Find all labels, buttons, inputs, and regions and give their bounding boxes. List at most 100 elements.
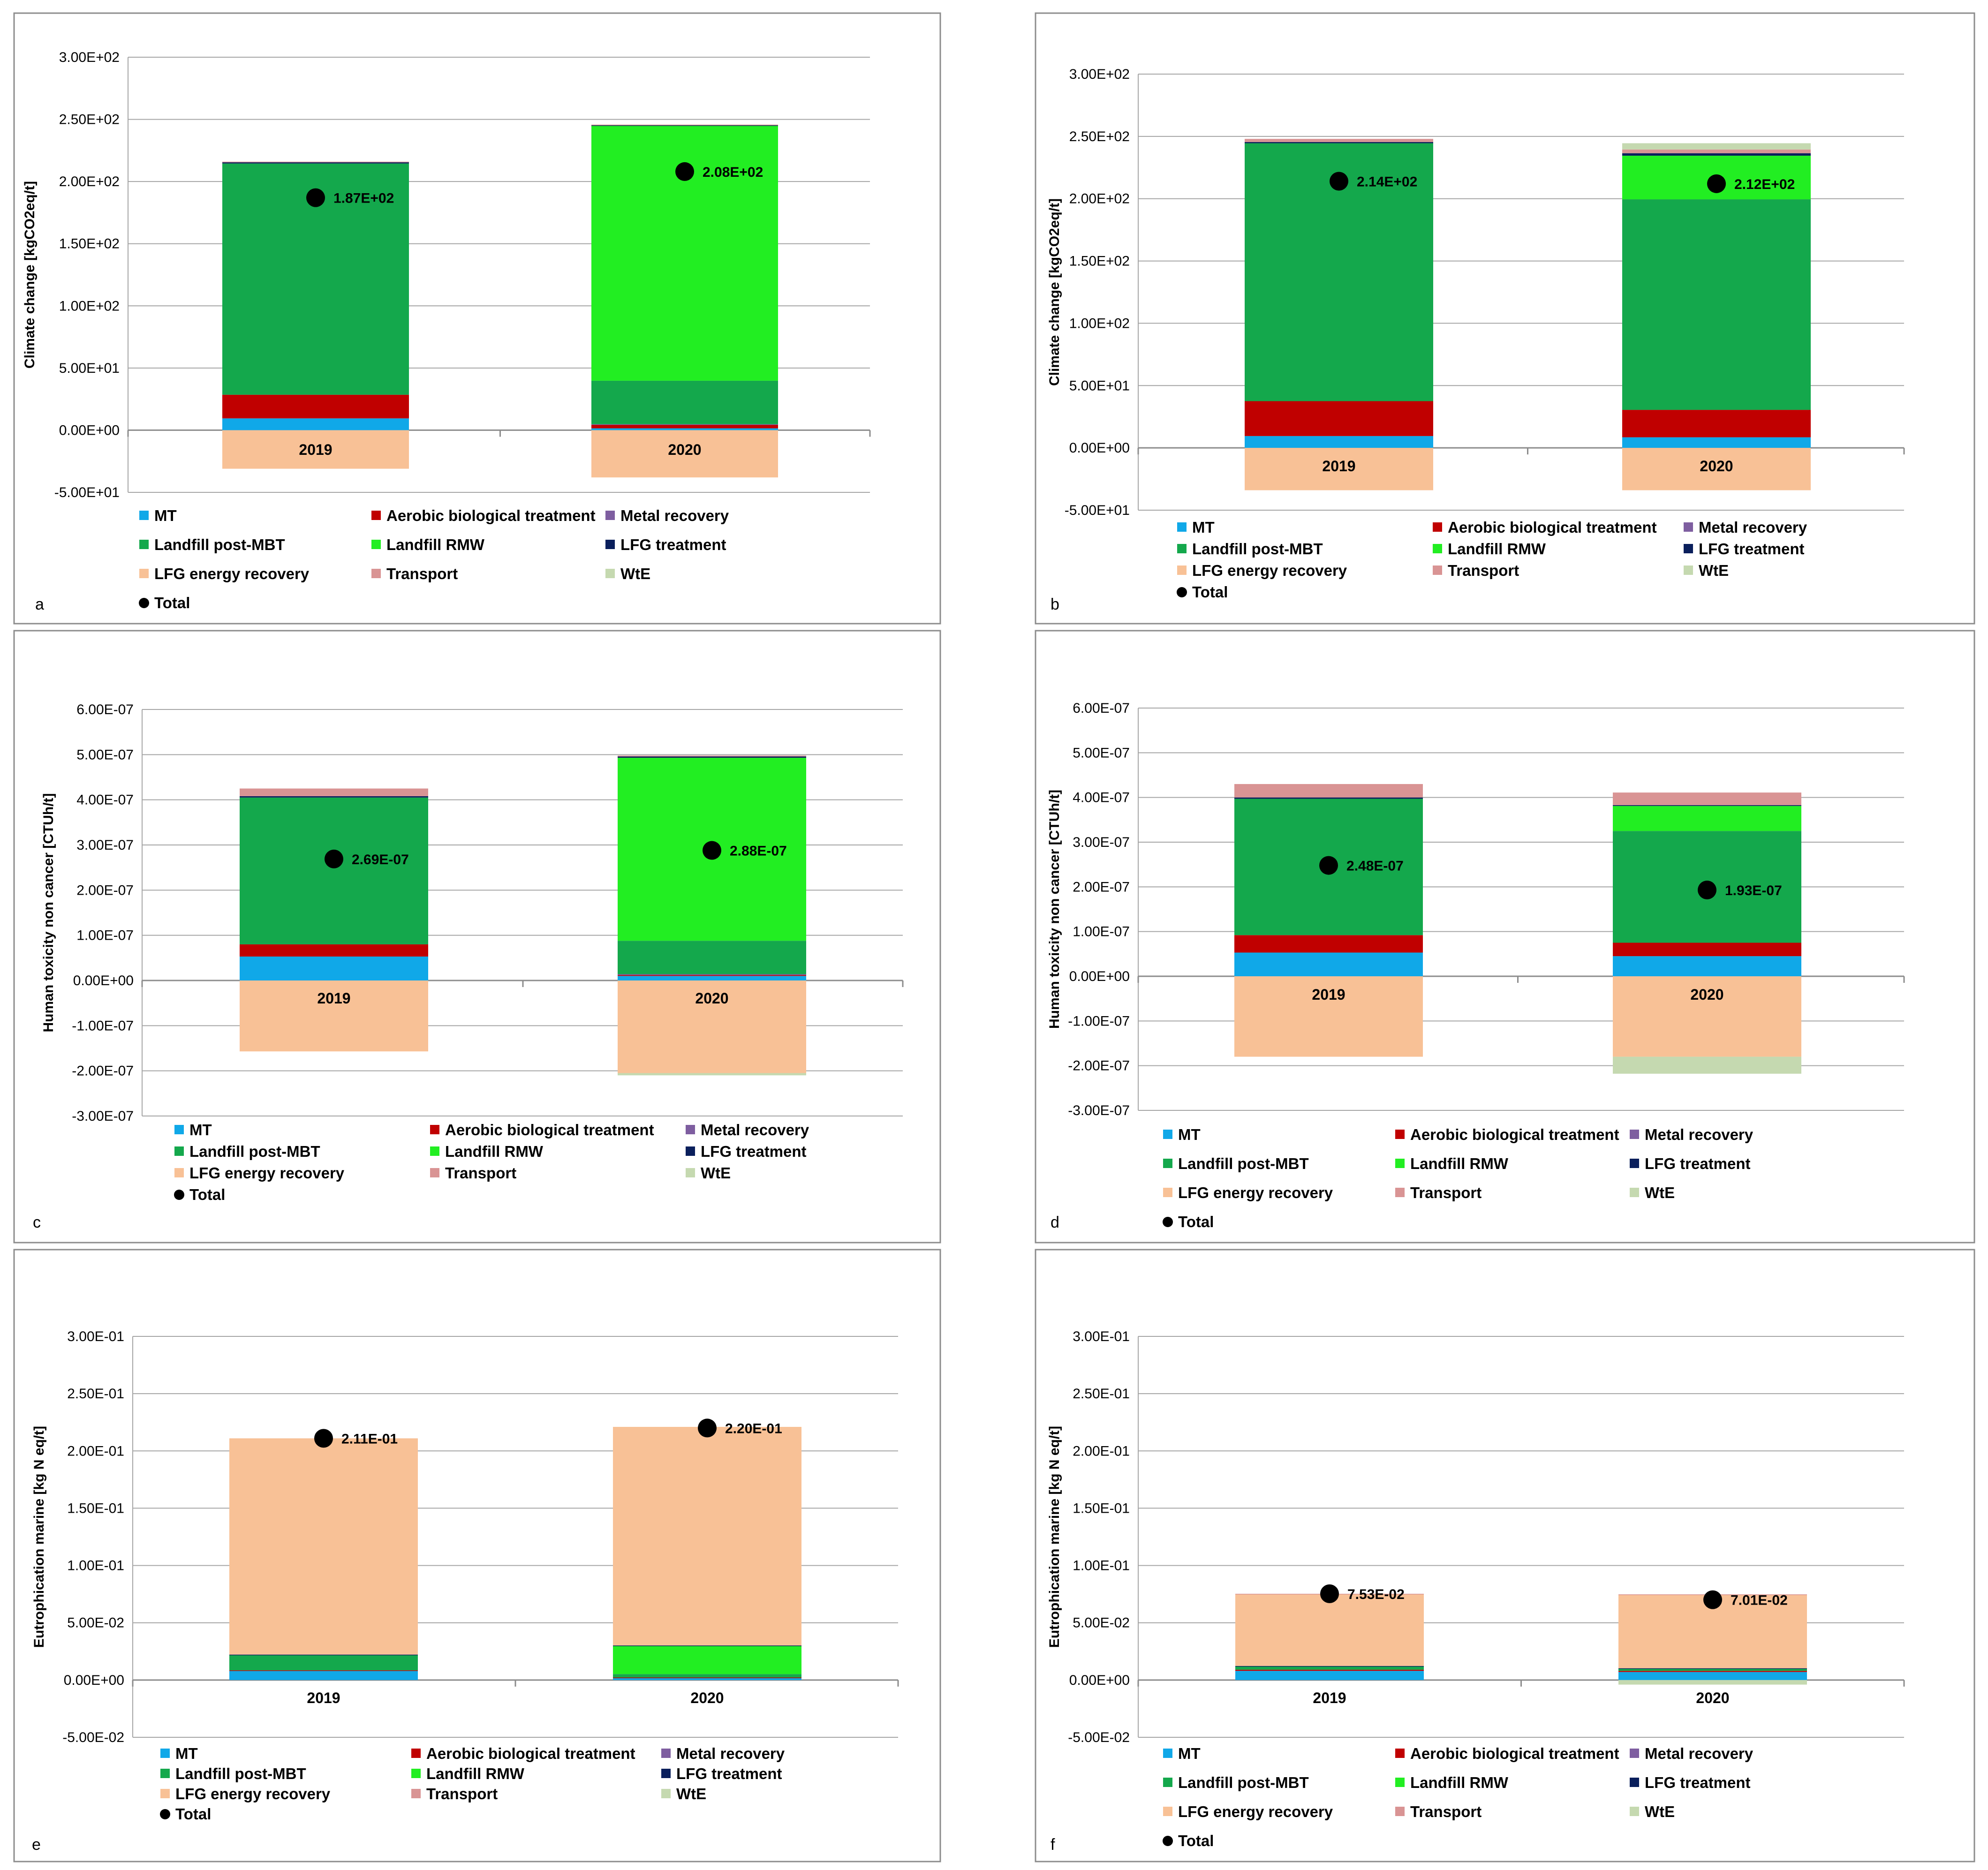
- total-data-label: 2.69E-07: [352, 852, 409, 867]
- panel-letter: f: [1051, 1836, 1055, 1854]
- panel-letter: c: [33, 1214, 41, 1231]
- total-data-label: 1.93E-07: [1725, 883, 1782, 898]
- legend-item: MT: [1163, 1745, 1201, 1762]
- bar-segment-lfg-2019: [229, 1654, 418, 1656]
- legend-swatch-lfpost: [1177, 544, 1187, 553]
- legend-label: MT: [175, 1745, 198, 1762]
- legend-swatch-lfrmw: [371, 540, 381, 549]
- legend-item: Landfill post-MBT: [1163, 1774, 1309, 1791]
- y-tick-label: 1.00E+02: [1069, 316, 1130, 331]
- legend-item: Total: [174, 1186, 225, 1203]
- bar-segment-lfpost-2019: [229, 1655, 418, 1671]
- legend-swatch-lfg: [1684, 544, 1693, 553]
- bar-segment-mt-2019: [229, 1671, 418, 1680]
- bar-segment-lfg-2020: [1622, 153, 1811, 156]
- bar-segment-lfpost-2019: [1235, 1666, 1424, 1670]
- legend-item: WtE: [661, 1785, 706, 1802]
- panel-letter: a: [35, 596, 44, 613]
- y-tick-label: 1.00E-01: [67, 1558, 124, 1574]
- y-tick-label: 0.00E+00: [59, 422, 120, 438]
- bar-segment-wte-2020: [1613, 1056, 1801, 1074]
- legend-swatch-lfg: [686, 1146, 695, 1156]
- legend-swatch-wte: [686, 1168, 695, 1177]
- legend-swatch-lfg: [1630, 1159, 1639, 1168]
- legend-label: Landfill post-MBT: [1178, 1155, 1309, 1172]
- legend-label: WtE: [1645, 1803, 1675, 1820]
- legend-swatch-mt: [1177, 522, 1187, 532]
- legend-swatch-transport: [1395, 1807, 1405, 1816]
- legend-label: Landfill RMW: [426, 1765, 525, 1782]
- chart-panel-d: -3.00E-07 -2.00E-07 -1.00E-07 0.00E+00 1.00E…: [1035, 630, 1975, 1244]
- legend-label: LFG treatment: [1645, 1774, 1751, 1791]
- legend-swatch-lfpost: [1163, 1778, 1172, 1787]
- y-tick-label: 1.50E+02: [1069, 254, 1130, 269]
- legend-swatch-lfpost: [139, 540, 149, 549]
- y-tick-label: 4.00E-07: [1073, 790, 1130, 806]
- legend-label: Aerobic biological treatment: [1410, 1745, 1619, 1762]
- y-tick-label: -1.00E-07: [1068, 1013, 1130, 1029]
- y-axis-title: Eutrophication marine [kg N eq/t]: [31, 1426, 47, 1648]
- chart-panel-c: -3.00E-07 -2.00E-07 -1.00E-07 0.00E+00 1.00E…: [13, 630, 941, 1244]
- x-category-label: 2020: [668, 441, 701, 458]
- legend-swatch-abt: [371, 511, 381, 520]
- y-tick-label: 2.50E-01: [67, 1386, 124, 1402]
- legend-swatch-mt: [1163, 1749, 1172, 1758]
- bar-segment-mt-2019: [240, 956, 428, 980]
- bar-segment-lfpost-2020: [1618, 1668, 1807, 1671]
- legend-item: Landfill post-MBT: [139, 536, 285, 553]
- legend-item: Landfill post-MBT: [174, 1143, 320, 1160]
- legend-swatch-transport: [430, 1168, 439, 1177]
- total-data-label: 1.87E+02: [333, 191, 394, 206]
- legend-label: WtE: [1645, 1184, 1675, 1201]
- legend-item: Transport: [1395, 1803, 1482, 1820]
- legend-swatch-mt: [160, 1749, 170, 1758]
- legend-label: Transport: [1410, 1803, 1482, 1820]
- legend-total-icon: [1163, 1217, 1173, 1227]
- legend-label: MT: [154, 507, 177, 524]
- y-tick-label: 1.00E+02: [59, 298, 120, 314]
- x-category-label: 2019: [317, 990, 350, 1007]
- legend-label: Metal recovery: [676, 1745, 785, 1762]
- legend-swatch-lfgenergy: [1177, 566, 1187, 575]
- legend-label: Aerobic biological treatment: [1448, 519, 1657, 536]
- chart-panel-b: -5.00E+01 0.00E+00 5.00E+01 1.00E+02 1.50E+0…: [1035, 12, 1975, 625]
- legend-total-icon: [174, 1190, 184, 1200]
- total-marker: [1703, 1590, 1722, 1609]
- bar-segment-transport-2019: [222, 161, 409, 163]
- legend-item: Transport: [411, 1785, 498, 1802]
- legend-swatch-metal: [661, 1749, 671, 1758]
- y-tick-label: -3.00E-07: [1068, 1103, 1130, 1118]
- y-tick-label: 2.00E-01: [67, 1443, 124, 1459]
- bar-segment-lfgenergy-2019: [1235, 1594, 1424, 1666]
- x-category-label: 2019: [1322, 458, 1355, 475]
- bar-segment-lfgenergy-2020: [613, 1426, 801, 1646]
- bar-segment-transport-2020: [1622, 149, 1811, 153]
- legend-item: MT: [139, 507, 177, 524]
- y-tick-label: 3.00E+02: [59, 50, 120, 65]
- y-tick-label: -3.00E-07: [72, 1108, 134, 1124]
- legend-label: MT: [1192, 519, 1215, 536]
- legend-item: Landfill RMW: [371, 536, 485, 553]
- panel-frame: [1035, 630, 1975, 1244]
- bar-segment-abt-2019: [229, 1670, 418, 1671]
- legend-label: LFG energy recovery: [189, 1164, 345, 1182]
- y-tick-label: 2.00E-07: [76, 882, 134, 898]
- y-tick-label: 6.00E-07: [76, 702, 134, 717]
- bar-segment-abt-2020: [1618, 1671, 1807, 1672]
- chart-panel-a: -5.00E+01 0.00E+00 5.00E+01 1.00E+02 1.50E+0…: [13, 12, 941, 625]
- bar-segment-lfg-2020: [1618, 1668, 1807, 1669]
- total-marker: [703, 841, 721, 860]
- legend-item: Landfill RMW: [411, 1765, 525, 1782]
- legend-item: Total: [139, 594, 190, 611]
- bar-segment-lfgenergy-2019: [240, 980, 428, 1052]
- legend-label: Total: [189, 1186, 225, 1203]
- x-category-label: 2020: [695, 990, 728, 1007]
- legend-swatch-lfg: [1630, 1778, 1639, 1787]
- legend-item: LFG energy recovery: [1177, 562, 1347, 579]
- total-marker: [1320, 1584, 1339, 1603]
- legend-item: Aerobic biological treatment: [1433, 519, 1657, 536]
- legend-item: Total: [1163, 1213, 1214, 1230]
- y-tick-label: 1.50E+02: [59, 236, 120, 252]
- legend-item: Landfill post-MBT: [160, 1765, 306, 1782]
